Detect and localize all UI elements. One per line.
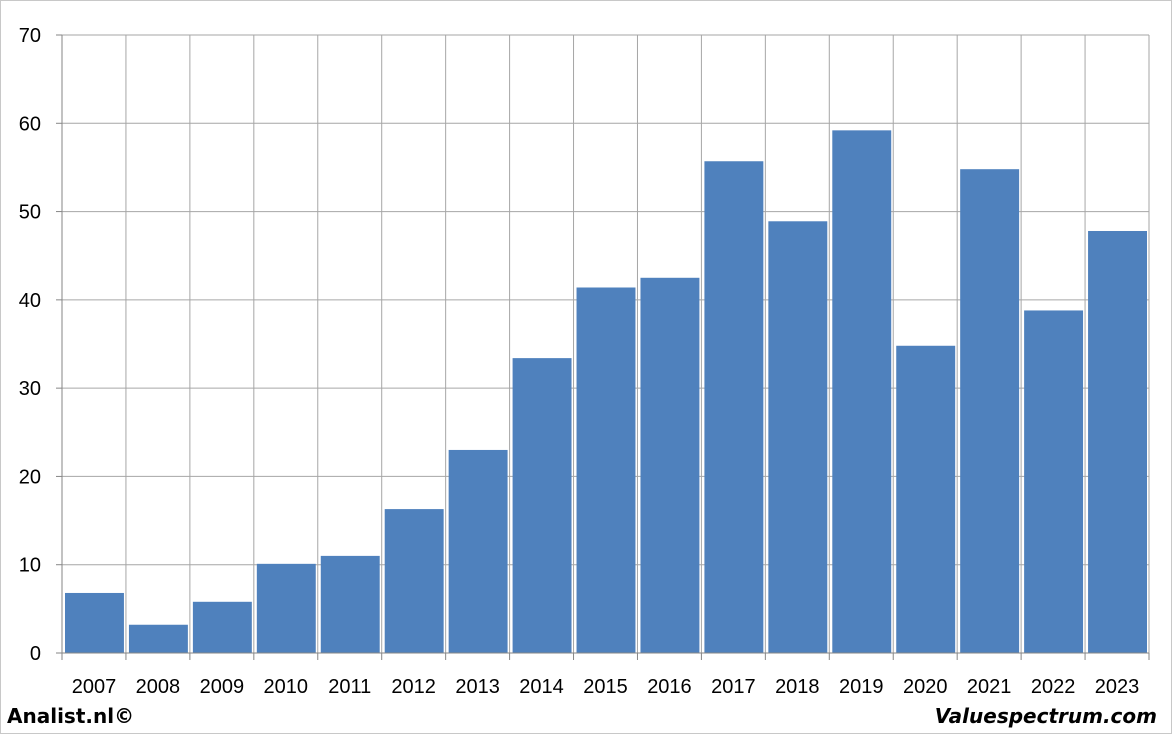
y-tick-label: 60	[19, 113, 41, 135]
bar-2022	[1024, 310, 1084, 653]
y-tick-label: 70	[19, 25, 41, 47]
x-tick-label: 2014	[519, 676, 564, 698]
bar-2010	[256, 563, 316, 653]
bar-2007	[65, 592, 124, 653]
x-tick-label: 2013	[455, 676, 500, 698]
bar-2009	[192, 601, 252, 653]
bar-2020	[896, 345, 956, 653]
bar-2013	[448, 449, 508, 653]
bar-2021	[960, 169, 1020, 654]
bar-2008	[128, 624, 188, 653]
bar-2016	[640, 277, 700, 653]
x-tick-label: 2012	[391, 676, 436, 698]
x-tick-label: 2015	[583, 676, 628, 698]
x-tick-label: 2020	[903, 676, 948, 698]
bar-2014	[512, 358, 572, 653]
x-tick-label: 2021	[967, 676, 1012, 698]
bar-2023	[1088, 230, 1147, 653]
x-tick-label: 2011	[328, 676, 371, 698]
source-credit-left: Analist.nl©	[7, 704, 135, 728]
y-tick-label: 20	[19, 466, 41, 488]
y-tick-label: 50	[19, 202, 41, 224]
bar-2017	[704, 161, 764, 653]
y-tick-label: 10	[19, 555, 41, 577]
x-tick-label: 2009	[200, 676, 245, 698]
x-tick-label: 2017	[711, 676, 756, 698]
y-tick-label: 0	[30, 643, 41, 665]
bar-2018	[768, 221, 828, 654]
x-tick-label: 2008	[136, 676, 181, 698]
x-tick-label: 2016	[647, 676, 692, 698]
x-tick-label: 2023	[1095, 676, 1140, 698]
y-tick-label: 40	[19, 290, 41, 312]
source-credit-right: Valuespectrum.com	[934, 704, 1157, 728]
bar-2019	[832, 130, 892, 653]
x-tick-label: 2007	[72, 676, 117, 698]
bar-2011	[320, 555, 380, 653]
bar-2012	[384, 509, 444, 653]
y-tick-label: 30	[19, 378, 41, 400]
bar-2015	[576, 287, 636, 653]
x-tick-label: 2019	[839, 676, 884, 698]
x-tick-label: 2018	[775, 676, 820, 698]
x-tick-label: 2022	[1031, 676, 1076, 698]
x-tick-label: 2010	[264, 676, 309, 698]
